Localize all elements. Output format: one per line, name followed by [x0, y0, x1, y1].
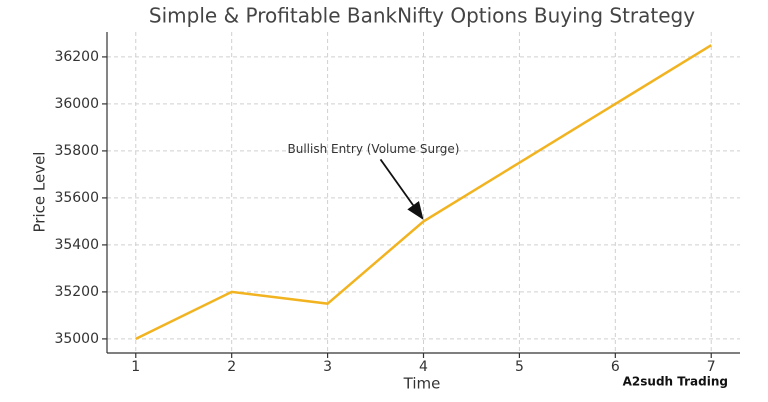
y-tick-label: 35600 — [54, 190, 99, 206]
x-axis-label: Time — [403, 375, 441, 393]
y-tick-label: 36000 — [54, 96, 99, 112]
chart-title: Simple & Profitable BankNifty Options Bu… — [149, 4, 695, 28]
x-tick-label: 5 — [515, 359, 524, 375]
y-tick-label: 35800 — [54, 143, 99, 159]
line — [135, 44, 712, 341]
y-tick-label: 35400 — [54, 237, 99, 253]
x-tick-label: 6 — [611, 359, 620, 375]
y-tick-label: 35000 — [54, 331, 99, 347]
x-tick-label: 3 — [323, 359, 332, 375]
y-tick-label: 36200 — [54, 49, 99, 65]
x-tick-label: 2 — [227, 359, 236, 375]
annotation-text: Bullish Entry (Volume Surge) — [287, 142, 459, 156]
x-tick-label: 1 — [131, 359, 140, 375]
x-tick-label: 4 — [419, 359, 428, 375]
y-axis-label: Price Level — [31, 152, 49, 233]
x-tick-label: 7 — [707, 359, 716, 375]
annotation-arrow — [379, 158, 424, 220]
watermark: A2sudh Trading — [623, 375, 728, 389]
y-tick-label: 35200 — [54, 284, 99, 300]
